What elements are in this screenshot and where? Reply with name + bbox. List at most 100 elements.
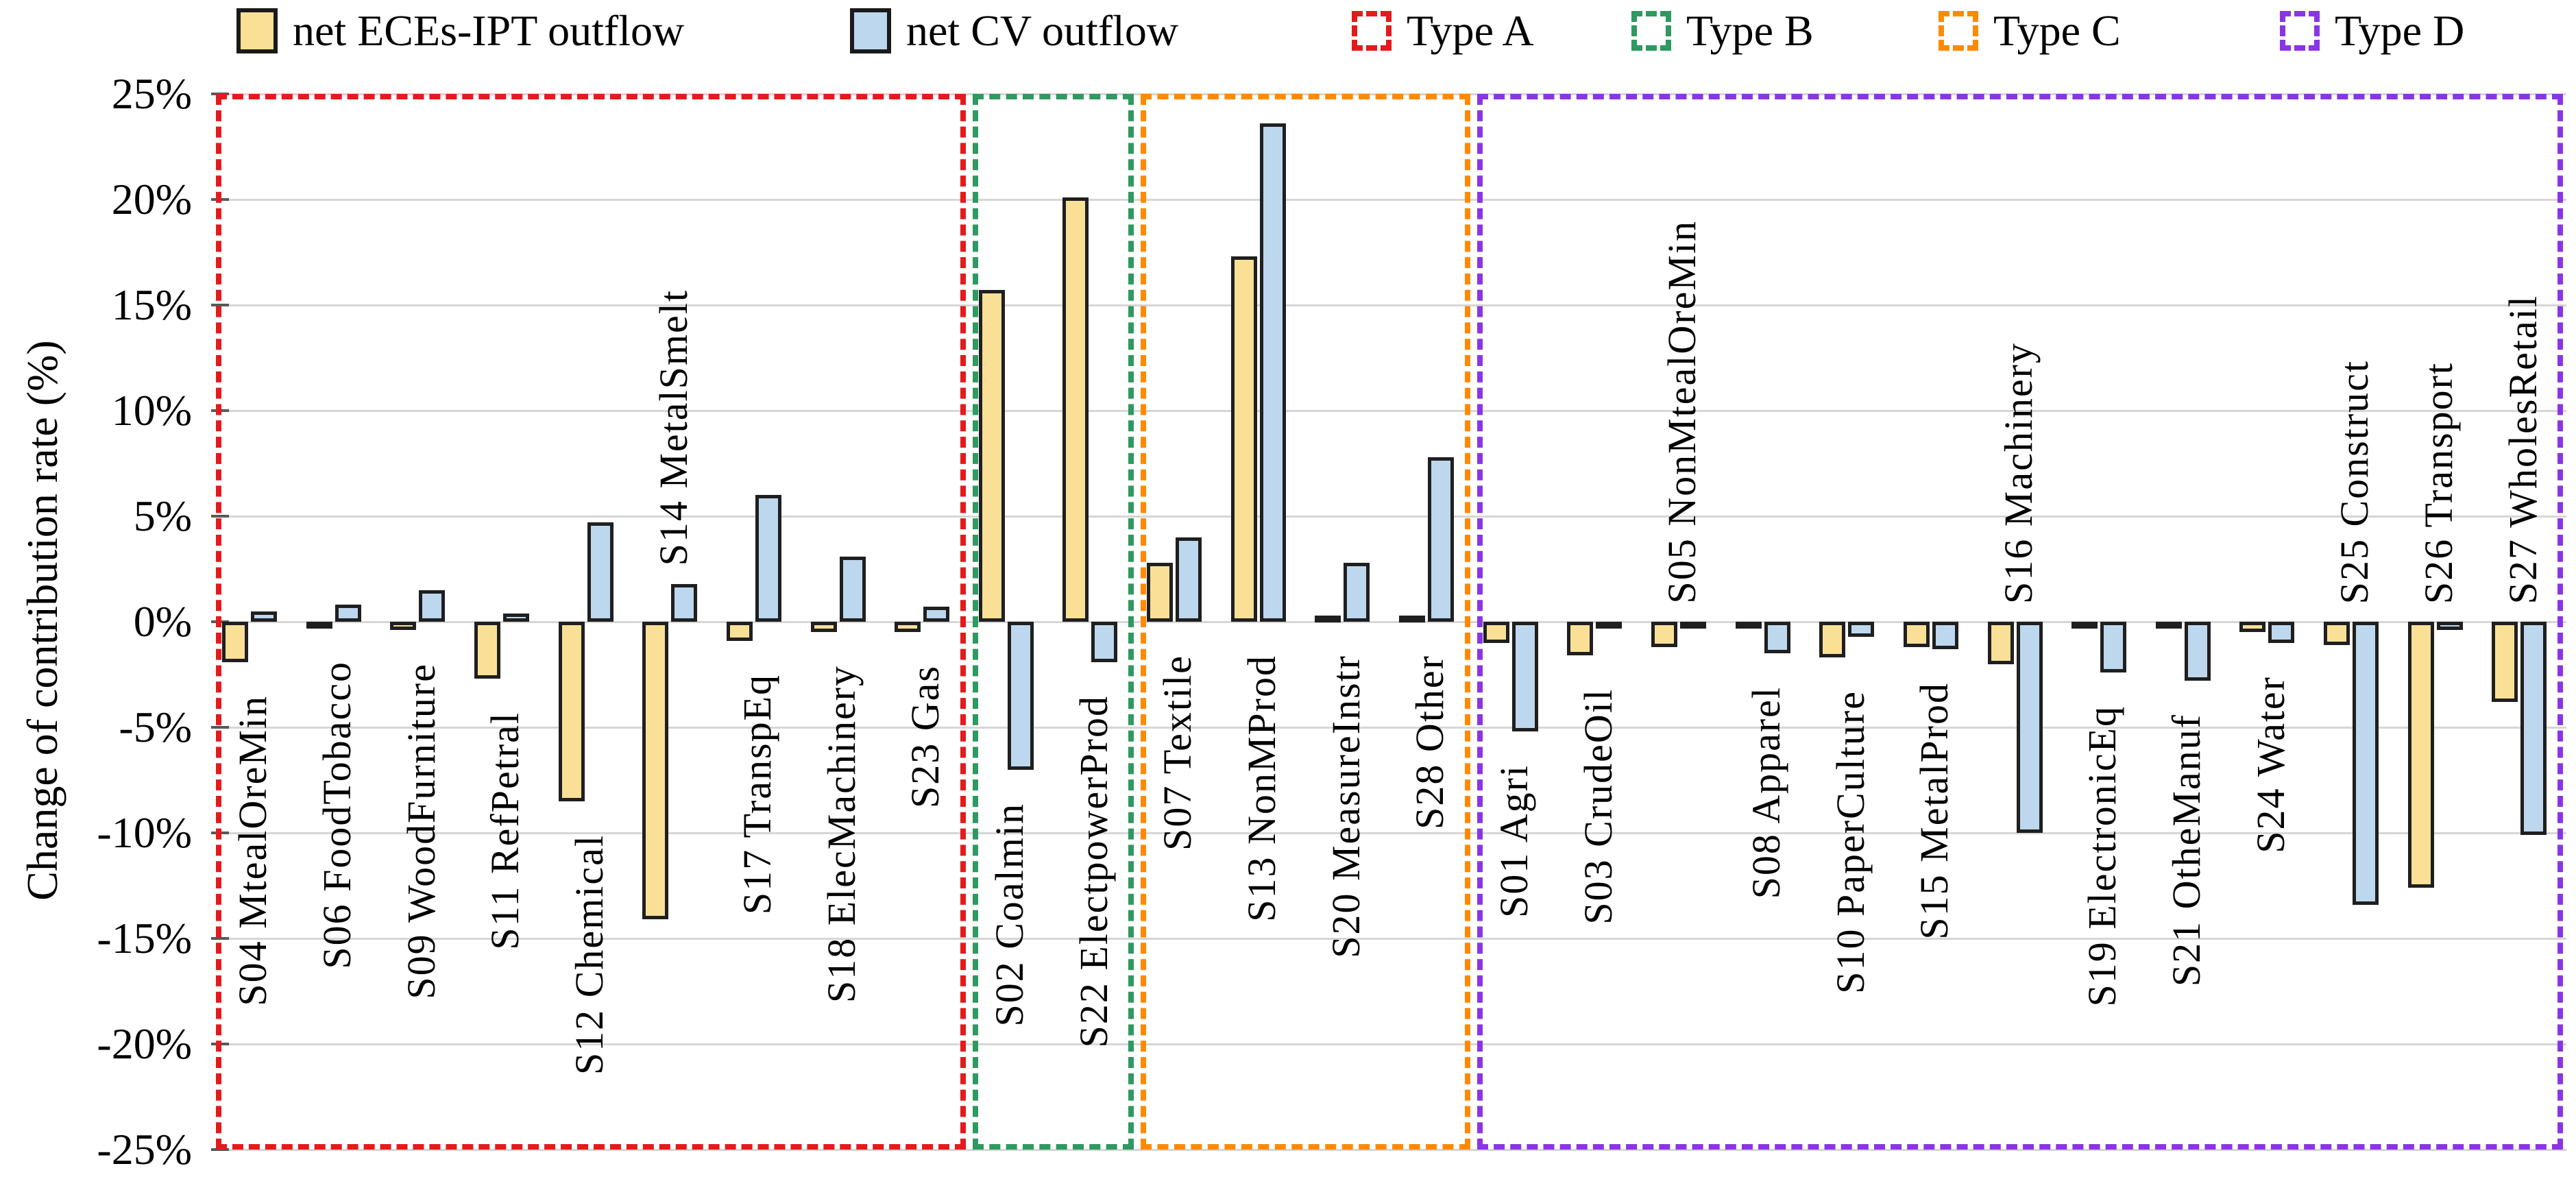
category-label-S26: S26 Transport <box>2416 361 2462 604</box>
bar-ecs-ipt-S18 <box>810 622 837 633</box>
category-label-S07: S07 Textile <box>1155 655 1200 851</box>
bar-ecs-ipt-S02 <box>978 290 1005 622</box>
bar-cv-S11 <box>502 613 529 622</box>
bar-ecs-ipt-S27 <box>2492 622 2518 703</box>
bar-ecs-ipt-S22 <box>1062 197 1089 622</box>
bar-ecs-ipt-S05 <box>1651 622 1677 647</box>
bar-ecs-ipt-S09 <box>390 622 417 631</box>
bar-cv-S04 <box>251 611 277 622</box>
gridline--25 <box>212 1149 2566 1151</box>
category-label-S21: S21 OtheManuf <box>2164 714 2209 987</box>
bar-ecs-ipt-S13 <box>1230 256 1257 622</box>
bar-ecs-ipt-S10 <box>1819 622 1846 658</box>
bar-cv-S25 <box>2353 622 2379 905</box>
bar-cv-S07 <box>1176 537 1202 622</box>
category-label-S01: S01 Agri <box>1491 764 1536 919</box>
bar-ecs-ipt-S11 <box>474 622 500 679</box>
bar-ecs-ipt-S01 <box>1483 622 1509 643</box>
bar-ecs-ipt-S19 <box>2071 622 2098 629</box>
group-box-type-b <box>972 94 1134 1150</box>
bar-cv-S01 <box>1511 622 1538 732</box>
bar-cv-S21 <box>2184 622 2211 681</box>
bar-cv-S09 <box>419 590 446 622</box>
bar-ecs-ipt-S04 <box>222 622 248 662</box>
gridline-5 <box>212 515 2566 518</box>
bar-cv-S02 <box>1007 622 1034 770</box>
category-label-S24: S24 Water <box>2248 675 2293 853</box>
bar-ecs-ipt-S15 <box>1903 622 1930 647</box>
legend-label-cv: net CV outflow <box>906 6 1179 55</box>
bar-ecs-ipt-S12 <box>558 622 585 801</box>
legend-label-type-c: Type C <box>1993 6 2121 55</box>
bar-ecs-ipt-S28 <box>1399 616 1425 622</box>
legend-swatch-type-a-icon <box>1352 11 1392 51</box>
y-tick-label--20: -20% <box>97 1019 192 1068</box>
legend-item-type-b: Type B <box>1631 5 1814 56</box>
category-label-S12: S12 Chemical <box>566 834 611 1075</box>
legend-item-ecs-ipt: net ECEs-IPT outflow <box>236 5 684 56</box>
category-label-S09: S09 WoodFurniture <box>398 663 443 999</box>
category-label-S05: S05 NonMtealOreMin <box>1660 220 1705 604</box>
bar-cv-S06 <box>335 605 361 622</box>
y-tick-label-20: 20% <box>111 175 192 223</box>
bar-cv-S13 <box>1259 123 1286 622</box>
category-label-S14: S14 MetalSmelt <box>651 289 696 566</box>
bar-cv-S10 <box>1848 622 1875 637</box>
bar-ecs-ipt-S06 <box>306 622 332 629</box>
bar-cv-S12 <box>587 522 613 622</box>
bar-ecs-ipt-S17 <box>726 622 753 641</box>
group-box-type-c <box>1141 94 1470 1150</box>
category-label-S06: S06 FoodTobacco <box>314 661 359 969</box>
category-label-S17: S17 TranspEq <box>735 673 780 914</box>
bar-cv-S26 <box>2436 622 2463 631</box>
bar-ecs-ipt-S25 <box>2324 622 2350 645</box>
y-tick-label-25: 25% <box>111 69 192 118</box>
category-label-S11: S11 RefPetral <box>483 712 528 950</box>
category-label-S02: S02 Coalmin <box>987 802 1032 1027</box>
y-tick-label-15: 15% <box>111 280 192 329</box>
category-label-S08: S08 Apparel <box>1743 686 1788 899</box>
gridline--20 <box>212 1043 2566 1045</box>
gridline--10 <box>212 832 2566 834</box>
bar-cv-S18 <box>839 556 866 622</box>
category-label-S13: S13 NonMProd <box>1239 655 1285 922</box>
y-tick-label-10: 10% <box>111 386 192 435</box>
category-label-S25: S25 Construct <box>2332 359 2377 604</box>
legend: net ECEs-IPT outflow net CV outflow Type… <box>0 0 2576 62</box>
y-tick-label--15: -15% <box>97 914 192 962</box>
bar-cv-S24 <box>2268 622 2295 643</box>
y-tickmark--25 <box>211 1148 229 1151</box>
gridline-0 <box>212 621 2566 623</box>
bar-cv-S28 <box>1428 457 1454 622</box>
legend-swatch-ecs-ipt-icon <box>236 8 278 53</box>
bar-cv-S16 <box>2016 622 2043 833</box>
legend-item-type-d: Type D <box>2280 5 2464 56</box>
legend-item-type-a: Type A <box>1352 5 1534 56</box>
category-label-S18: S18 ElecMachinery <box>818 665 864 1004</box>
legend-label-type-d: Type D <box>2335 6 2465 55</box>
group-box-type-d <box>1477 94 2563 1150</box>
legend-label-type-a: Type A <box>1407 6 1534 55</box>
y-tick-label--10: -10% <box>97 808 192 857</box>
group-box-type-a <box>216 94 966 1150</box>
legend-item-cv: net CV outflow <box>850 5 1178 56</box>
bar-cv-S20 <box>1344 562 1370 622</box>
category-label-S15: S15 MetalProd <box>1912 682 1957 940</box>
bar-ecs-ipt-S16 <box>1987 622 2014 664</box>
bar-ecs-ipt-S23 <box>895 622 921 633</box>
gridline-20 <box>212 199 2566 201</box>
y-tick-label--25: -25% <box>97 1125 192 1174</box>
bar-ecs-ipt-S03 <box>1567 622 1594 656</box>
bar-ecs-ipt-S07 <box>1147 562 1174 622</box>
bar-ecs-ipt-S20 <box>1315 616 1341 622</box>
category-label-S16: S16 Machinery <box>1995 342 2041 604</box>
category-label-S04: S04 MtealOreMin <box>230 694 276 1006</box>
bar-cv-S08 <box>1764 622 1790 654</box>
bar-ecs-ipt-S08 <box>1735 622 1762 629</box>
bar-ecs-ipt-S21 <box>2155 622 2182 629</box>
gridline-15 <box>212 304 2566 306</box>
bar-cv-S15 <box>1932 622 1958 650</box>
bar-cv-S14 <box>671 583 698 622</box>
legend-label-ecs-ipt: net ECEs-IPT outflow <box>293 6 685 55</box>
bar-cv-S19 <box>2100 622 2127 672</box>
